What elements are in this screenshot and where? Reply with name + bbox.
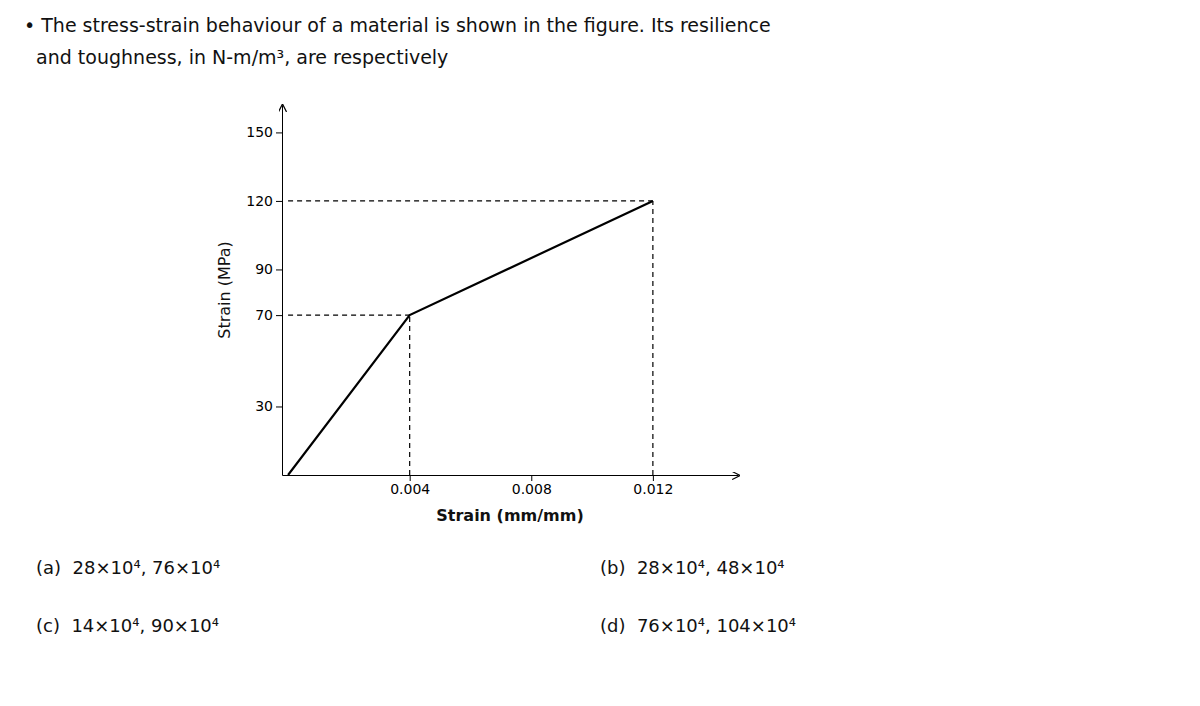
x-tick-label: 0.012	[633, 481, 673, 497]
y-tick-mark	[276, 406, 282, 407]
y-axis-label: Strain (MPa)	[215, 241, 234, 339]
y-tick-label: 90	[255, 261, 273, 277]
title: and toughness, in N-m/m³, are respective…	[24, 46, 448, 68]
title: • The stress-strain behaviour of a mater…	[24, 14, 771, 36]
y-tick-label: 120	[246, 193, 273, 209]
y-tick-mark	[276, 269, 282, 270]
option-text: (d) 76×10⁴, 104×10⁴	[600, 615, 796, 636]
y-tick-label: 30	[255, 398, 273, 414]
y-tick-mark	[276, 201, 282, 202]
x-tick-label: 0.008	[512, 481, 552, 497]
chart-svg: • The stress-strain behaviour of a mater…	[0, 0, 1200, 706]
x-tick: 0.004	[390, 475, 430, 497]
x-tick: 0.012	[633, 475, 673, 497]
dashed-line	[652, 201, 653, 475]
x-axis-line	[283, 475, 739, 476]
option-text: (a) 28×10⁴, 76×10⁴	[36, 557, 220, 578]
x-axis-label: Strain (mm/mm)	[436, 506, 583, 525]
y-tick: 120	[246, 193, 282, 209]
y-tick: 30	[255, 398, 282, 414]
y-tick: 70	[255, 307, 282, 323]
option-text: (c) 14×10⁴, 90×10⁴	[36, 615, 219, 636]
y-tick-label: 150	[246, 124, 273, 140]
x-tick: 0.008	[512, 475, 552, 497]
x-axis: 0.004 0.008 0.012	[283, 475, 739, 497]
x-tick-label: 0.004	[390, 481, 430, 497]
dashed-line	[288, 315, 410, 316]
y-tick: 150	[246, 124, 282, 140]
curve-line	[288, 201, 653, 475]
y-axis: 30 70 90 120 150	[246, 106, 282, 476]
dashed-line	[288, 200, 653, 201]
y-tick-mark	[276, 132, 282, 133]
plot-area	[288, 201, 653, 475]
y-axis-line	[282, 106, 283, 476]
y-tick: 90	[255, 261, 282, 277]
y-tick-label: 70	[255, 307, 273, 323]
option-text: (b) 28×10⁴, 48×10⁴	[600, 557, 785, 578]
dashed-line	[409, 315, 410, 475]
y-tick-mark	[276, 315, 282, 316]
